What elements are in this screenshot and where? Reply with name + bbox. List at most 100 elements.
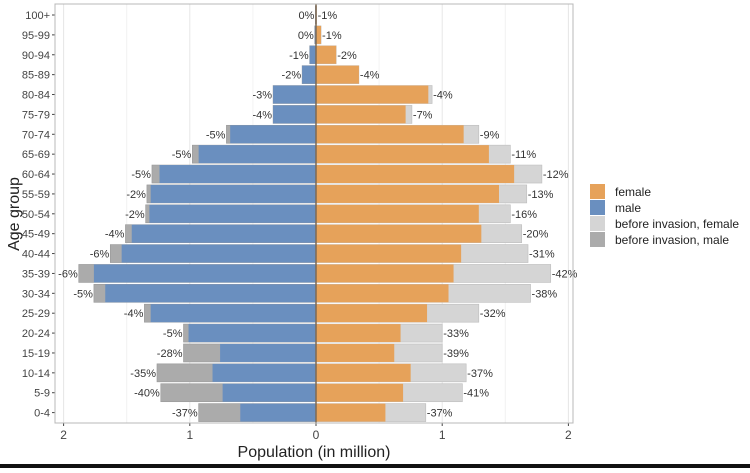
y-tick-label: 10-14 [22, 368, 50, 380]
y-tick-label: 0-4 [34, 408, 50, 420]
female-change-label: -20% [523, 229, 549, 241]
bar-female [316, 383, 404, 402]
x-tick-label: 2 [565, 428, 572, 442]
male-change-label: -6% [90, 249, 110, 261]
female-change-label: -1% [322, 30, 342, 42]
male-change-label: -4% [105, 229, 125, 241]
y-tick-label: 45-49 [22, 229, 50, 241]
male-change-label: -2% [282, 70, 302, 82]
bar-female [316, 264, 454, 283]
y-tick-label: 80-84 [22, 90, 50, 102]
bar-male [150, 304, 316, 323]
female-change-label: -1% [318, 10, 338, 22]
male-change-label: -6% [58, 268, 78, 280]
legend-key-before-invasion-female [590, 216, 605, 231]
bar-male [121, 244, 316, 263]
y-tick-label: 25-29 [22, 308, 50, 320]
bar-male [198, 145, 316, 164]
male-change-label: -40% [134, 388, 160, 400]
bar-female [316, 25, 322, 44]
male-change-label: -28% [157, 348, 183, 360]
male-change-label: -5% [172, 149, 192, 161]
y-tick-label: 30-34 [22, 288, 50, 300]
bar-female [316, 304, 428, 323]
male-change-label: -4% [124, 308, 144, 320]
y-tick-label: 15-19 [22, 348, 50, 360]
bar-male [188, 324, 316, 343]
bar-female [316, 105, 406, 124]
bar-male [131, 224, 316, 243]
male-change-label: -3% [253, 90, 273, 102]
bar-male [230, 125, 316, 144]
legend-label: before invasion, male [615, 233, 729, 247]
bar-female [316, 145, 489, 164]
male-change-label: -5% [206, 129, 226, 141]
female-change-label: -4% [360, 70, 380, 82]
bar-male [273, 105, 316, 124]
legend-label: female [615, 185, 651, 199]
male-change-label: -4% [253, 109, 273, 121]
bar-male [150, 184, 316, 203]
male-change-label: -5% [73, 288, 93, 300]
legend-key-female [590, 184, 605, 199]
y-tick-label: 55-59 [22, 189, 50, 201]
y-tick-label: 5-9 [34, 388, 50, 400]
x-tick-label: 1 [186, 428, 193, 442]
female-change-label: -7% [413, 109, 433, 121]
female-change-label: -38% [532, 288, 558, 300]
bar-male [240, 403, 316, 422]
bar-male [222, 383, 316, 402]
female-change-label: -12% [543, 169, 569, 181]
y-tick-label: 65-69 [22, 149, 50, 161]
male-change-label: -37% [172, 408, 198, 420]
bar-female [316, 363, 411, 382]
female-change-label: -33% [443, 328, 469, 340]
female-change-label: -9% [480, 129, 500, 141]
bar-female [316, 204, 479, 223]
bar-male [302, 65, 316, 84]
bar-female [316, 284, 449, 303]
bar-female [316, 224, 482, 243]
y-axis-title: Age group [6, 177, 23, 251]
x-tick-label: 2 [60, 428, 67, 442]
male-change-label: 0% [298, 30, 314, 42]
bar-female [316, 65, 359, 84]
female-change-label: -4% [433, 90, 453, 102]
bar-female [316, 403, 386, 422]
bar-male [149, 204, 316, 223]
y-tick-label: 85-89 [22, 70, 50, 82]
female-change-label: -37% [467, 368, 493, 380]
female-change-label: -16% [511, 209, 537, 221]
bar-male [273, 85, 316, 104]
bar-female [316, 125, 464, 144]
bar-female [316, 343, 395, 362]
female-change-label: -2% [337, 50, 357, 62]
legend-key-male [590, 200, 605, 215]
bar-male [309, 45, 316, 64]
y-tick-label: 60-64 [22, 169, 50, 181]
y-tick-label: 90-94 [22, 50, 50, 62]
x-tick-label: 1 [439, 428, 446, 442]
male-change-label: -5% [163, 328, 183, 340]
bar-female [316, 45, 337, 64]
female-change-label: -39% [443, 348, 469, 360]
x-axis-title: Population (in million) [238, 444, 391, 461]
legend-key-before-invasion-male [590, 232, 605, 247]
x-axis: 2 1 0 1 2 [60, 423, 572, 442]
bar-male [159, 165, 316, 184]
female-change-label: -13% [528, 189, 554, 201]
y-tick-label: 95-99 [22, 30, 50, 42]
female-change-label: -31% [529, 249, 555, 261]
male-change-label: -1% [289, 50, 309, 62]
female-change-label: -41% [463, 388, 489, 400]
bar-female [316, 165, 515, 184]
y-tick-label: 40-44 [22, 249, 50, 261]
male-change-label: -2% [125, 209, 145, 221]
bar-male [105, 284, 316, 303]
x-tick-label: 0 [313, 428, 320, 442]
legend-label: male [615, 201, 641, 215]
bar-female [316, 244, 462, 263]
female-change-label: -11% [511, 149, 536, 161]
legend: female male before invasion, female before … [590, 184, 739, 247]
